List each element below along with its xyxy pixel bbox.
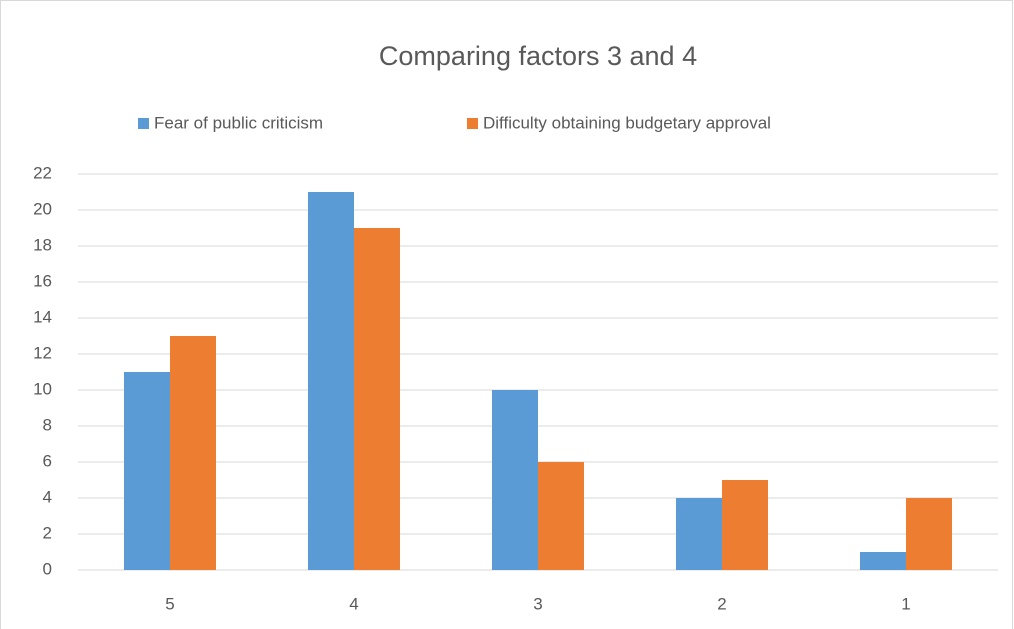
legend-swatch bbox=[467, 118, 478, 129]
bar bbox=[676, 498, 722, 570]
y-tick-label: 6 bbox=[43, 451, 52, 470]
x-tick-label: 5 bbox=[165, 594, 174, 613]
y-tick-label: 4 bbox=[43, 487, 52, 506]
legend-label: Fear of public criticism bbox=[154, 113, 323, 132]
bar bbox=[124, 372, 170, 570]
y-tick-label: 20 bbox=[33, 199, 52, 218]
y-tick-label: 18 bbox=[33, 235, 52, 254]
legend-swatch bbox=[138, 118, 149, 129]
y-tick-label: 2 bbox=[43, 523, 52, 542]
y-tick-label: 10 bbox=[33, 379, 52, 398]
x-tick-label: 1 bbox=[901, 594, 910, 613]
x-tick-label: 3 bbox=[533, 594, 542, 613]
y-tick-label: 8 bbox=[43, 415, 52, 434]
bar bbox=[492, 390, 538, 570]
bar bbox=[354, 228, 400, 570]
x-tick-label: 2 bbox=[717, 594, 726, 613]
y-tick-label: 14 bbox=[33, 307, 52, 326]
bar bbox=[170, 336, 216, 570]
bar bbox=[538, 462, 584, 570]
y-tick-label: 16 bbox=[33, 271, 52, 290]
y-tick-label: 12 bbox=[33, 343, 52, 362]
chart-title: Comparing factors 3 and 4 bbox=[379, 41, 697, 71]
bar bbox=[722, 480, 768, 570]
bar bbox=[860, 552, 906, 570]
bar bbox=[906, 498, 952, 570]
y-tick-label: 22 bbox=[33, 163, 52, 182]
bar bbox=[308, 192, 354, 570]
x-tick-label: 4 bbox=[349, 594, 358, 613]
legend-label: Difficulty obtaining budgetary approval bbox=[483, 113, 771, 132]
y-tick-label: 0 bbox=[43, 559, 52, 578]
